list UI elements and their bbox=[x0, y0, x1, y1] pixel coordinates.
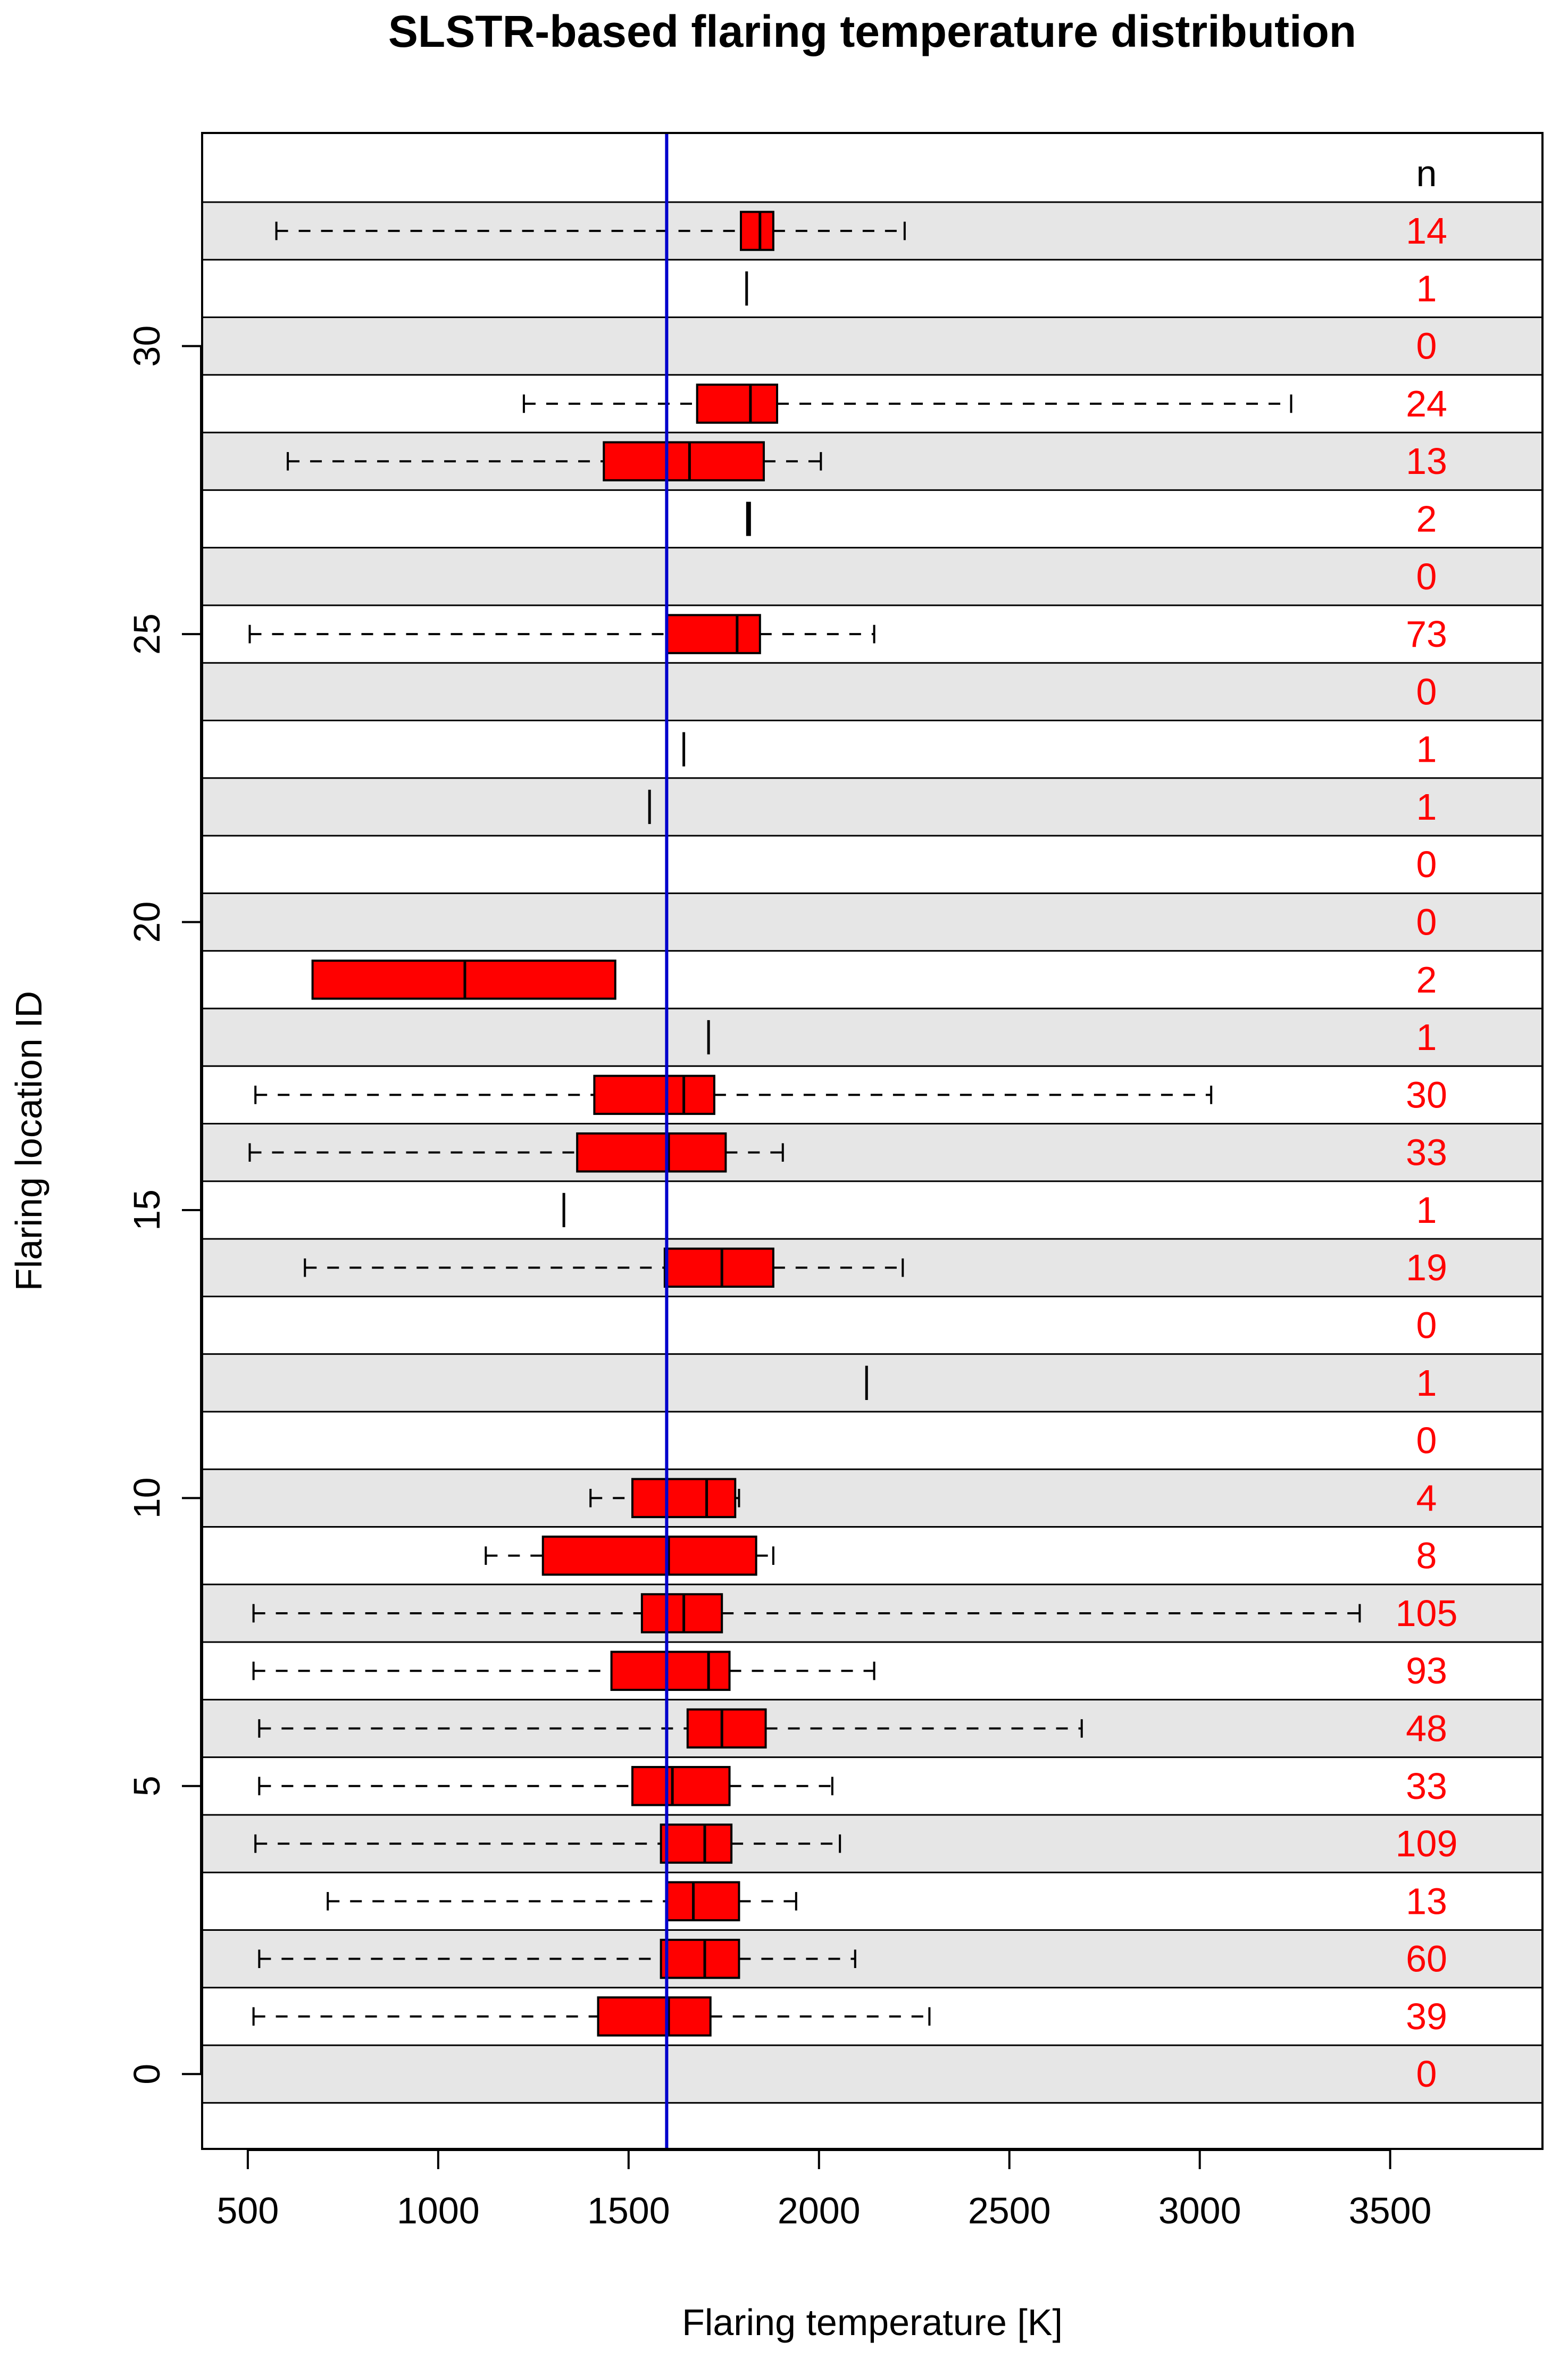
whiskers bbox=[248, 221, 1361, 2026]
n-label: 39 bbox=[1406, 1996, 1447, 2037]
box bbox=[603, 441, 765, 481]
n-label: 1 bbox=[1416, 1362, 1437, 1404]
row-stripe bbox=[202, 1008, 1542, 1066]
n-label: 48 bbox=[1406, 1708, 1447, 1749]
y-axis: 0 5 10 15 20 25 30 bbox=[126, 326, 202, 2085]
n-label: 73 bbox=[1406, 613, 1447, 655]
y-tick-label: 25 bbox=[126, 613, 168, 655]
row-stripe bbox=[202, 778, 1542, 836]
y-tick-label: 30 bbox=[126, 326, 168, 367]
n-label: 0 bbox=[1416, 556, 1437, 597]
n-label: 13 bbox=[1406, 1880, 1447, 1922]
box bbox=[597, 1996, 712, 2037]
x-tick-label: 1500 bbox=[587, 2190, 670, 2231]
row-stripe bbox=[202, 2045, 1542, 2103]
n-label: 33 bbox=[1406, 1765, 1447, 1807]
row-stripe bbox=[202, 1469, 1542, 1527]
box bbox=[593, 1074, 715, 1115]
row-stripe bbox=[202, 1354, 1542, 1412]
box bbox=[660, 1823, 733, 1864]
row-stripe bbox=[202, 663, 1542, 721]
n-label: 14 bbox=[1406, 210, 1447, 252]
x-tick-label: 2500 bbox=[968, 2190, 1051, 2231]
n-label: 13 bbox=[1406, 440, 1447, 482]
chart-title: SLSTR-based flaring temperature distribu… bbox=[388, 6, 1356, 56]
boxes bbox=[311, 211, 779, 2037]
x-axis-label: Flaring temperature [K] bbox=[682, 2302, 1063, 2343]
y-tick-label: 20 bbox=[126, 902, 168, 943]
single-observations bbox=[562, 271, 868, 1400]
n-label: 0 bbox=[1416, 844, 1437, 885]
n-label: 33 bbox=[1406, 1132, 1447, 1173]
row-stripe bbox=[202, 1123, 1542, 1181]
box bbox=[740, 211, 774, 251]
y-tick-label: 15 bbox=[126, 1189, 168, 1231]
box bbox=[663, 1247, 774, 1288]
x-axis: 500 1000 1500 2000 2500 3000 3500 bbox=[217, 2149, 1432, 2231]
row-stripe bbox=[202, 317, 1542, 375]
n-label: 1 bbox=[1416, 268, 1437, 309]
n-label: 0 bbox=[1416, 326, 1437, 367]
row-stripe bbox=[202, 1814, 1542, 1873]
box bbox=[640, 1593, 723, 1633]
n-label: 1 bbox=[1416, 729, 1437, 770]
n-label: 1 bbox=[1416, 1189, 1437, 1231]
n-label: 30 bbox=[1406, 1074, 1447, 1115]
n-label: 0 bbox=[1416, 902, 1437, 943]
y-tick-label: 10 bbox=[126, 1477, 168, 1519]
n-label: 0 bbox=[1416, 2053, 1437, 2095]
x-tick-label: 3000 bbox=[1158, 2190, 1241, 2231]
n-label: 0 bbox=[1416, 1420, 1437, 1461]
n-label: 24 bbox=[1406, 383, 1447, 424]
row-stripe bbox=[202, 1584, 1542, 1643]
box bbox=[660, 1938, 740, 1979]
row-separators bbox=[202, 201, 1542, 2104]
n-label: 2 bbox=[1416, 498, 1437, 540]
n-label: 1 bbox=[1416, 1016, 1437, 1058]
row-stripes bbox=[202, 202, 1542, 2103]
x-tick-label: 500 bbox=[217, 2190, 279, 2231]
box bbox=[610, 1651, 731, 1691]
y-tick-label: 5 bbox=[126, 1776, 168, 1796]
n-label: 93 bbox=[1406, 1650, 1447, 1691]
x-tick-label: 3500 bbox=[1349, 2190, 1432, 2231]
box bbox=[631, 1766, 731, 1806]
n-label: 2 bbox=[1416, 959, 1437, 1001]
box bbox=[541, 1535, 757, 1576]
box bbox=[696, 384, 779, 424]
row-stripe bbox=[202, 547, 1542, 605]
x-tick-label: 1000 bbox=[397, 2190, 480, 2231]
box bbox=[665, 1881, 740, 1922]
y-axis-label: Flaring location ID bbox=[8, 991, 49, 1291]
box bbox=[665, 614, 761, 654]
n-label: 8 bbox=[1416, 1535, 1437, 1577]
box bbox=[631, 1478, 737, 1519]
n-label: 109 bbox=[1396, 1823, 1458, 1864]
box bbox=[576, 1132, 727, 1173]
n-label: 19 bbox=[1406, 1247, 1447, 1288]
n-label: 105 bbox=[1396, 1593, 1458, 1634]
y-tick-label: 0 bbox=[126, 2064, 168, 2085]
n-label: 60 bbox=[1406, 1938, 1447, 1980]
n-label: 0 bbox=[1416, 1305, 1437, 1346]
n-label: 0 bbox=[1416, 671, 1437, 712]
n-column-header: n bbox=[1416, 153, 1437, 194]
n-label: 1 bbox=[1416, 786, 1437, 828]
row-stripe bbox=[202, 893, 1542, 951]
box bbox=[686, 1708, 767, 1749]
n-label: 4 bbox=[1416, 1477, 1437, 1519]
x-tick-label: 2000 bbox=[778, 2190, 861, 2231]
n-count-labels: n 14102413207301100213033119010481059348… bbox=[1396, 153, 1458, 2095]
